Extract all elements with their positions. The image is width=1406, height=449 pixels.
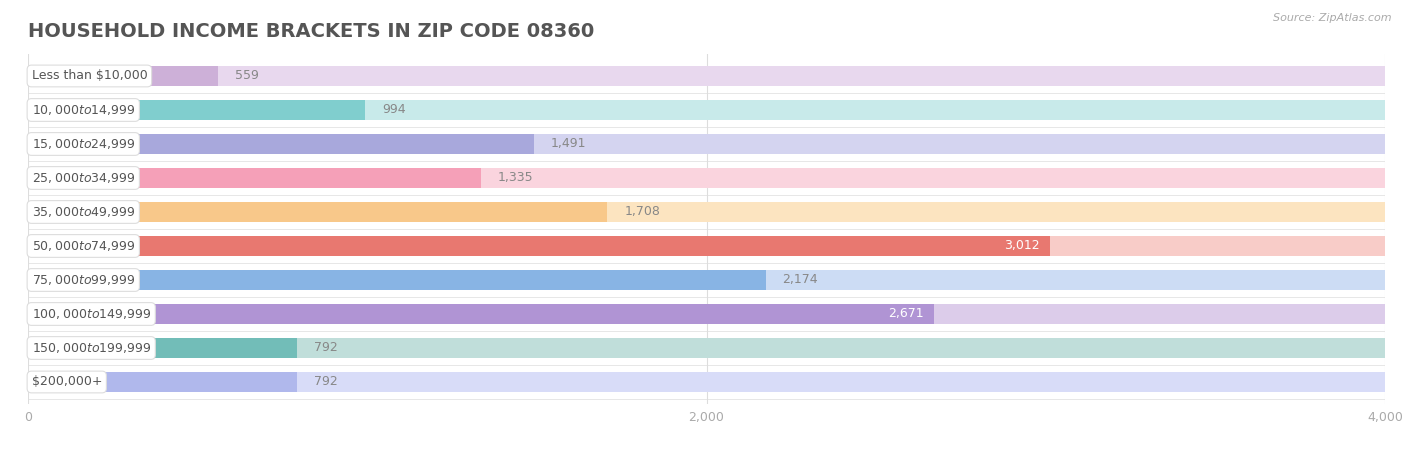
Text: Source: ZipAtlas.com: Source: ZipAtlas.com — [1274, 13, 1392, 23]
Bar — [28, 338, 297, 358]
Text: $15,000 to $24,999: $15,000 to $24,999 — [31, 137, 135, 151]
Bar — [28, 202, 607, 222]
Bar — [28, 270, 765, 290]
Bar — [28, 270, 1385, 290]
Text: 2,671: 2,671 — [889, 308, 924, 321]
Text: 1,335: 1,335 — [498, 172, 533, 185]
Bar — [28, 100, 366, 120]
Text: $200,000+: $200,000+ — [31, 375, 103, 388]
Text: $100,000 to $149,999: $100,000 to $149,999 — [31, 307, 150, 321]
Text: 3,012: 3,012 — [1004, 239, 1039, 252]
Bar — [28, 168, 481, 188]
Text: 1,708: 1,708 — [624, 206, 661, 219]
Text: $10,000 to $14,999: $10,000 to $14,999 — [31, 103, 135, 117]
Text: 559: 559 — [235, 70, 259, 83]
Text: $150,000 to $199,999: $150,000 to $199,999 — [31, 341, 150, 355]
Text: 792: 792 — [314, 342, 337, 355]
Bar — [28, 66, 218, 86]
Text: 994: 994 — [382, 103, 406, 116]
Bar — [28, 100, 1385, 120]
Bar — [28, 134, 1385, 154]
Bar — [28, 202, 1385, 222]
Bar — [28, 372, 1385, 392]
Bar — [28, 134, 534, 154]
Bar — [28, 304, 1385, 324]
Bar — [28, 338, 1385, 358]
Text: $50,000 to $74,999: $50,000 to $74,999 — [31, 239, 135, 253]
Bar — [28, 372, 297, 392]
Text: 792: 792 — [314, 375, 337, 388]
Text: $35,000 to $49,999: $35,000 to $49,999 — [31, 205, 135, 219]
Text: $25,000 to $34,999: $25,000 to $34,999 — [31, 171, 135, 185]
Text: Less than $10,000: Less than $10,000 — [31, 70, 148, 83]
Text: 2,174: 2,174 — [783, 273, 818, 286]
Bar — [28, 66, 1385, 86]
Bar — [28, 304, 934, 324]
Text: $75,000 to $99,999: $75,000 to $99,999 — [31, 273, 135, 287]
Bar — [28, 168, 1385, 188]
Bar — [28, 236, 1050, 256]
Text: HOUSEHOLD INCOME BRACKETS IN ZIP CODE 08360: HOUSEHOLD INCOME BRACKETS IN ZIP CODE 08… — [28, 22, 595, 41]
Text: 1,491: 1,491 — [551, 137, 586, 150]
Bar — [28, 236, 1385, 256]
